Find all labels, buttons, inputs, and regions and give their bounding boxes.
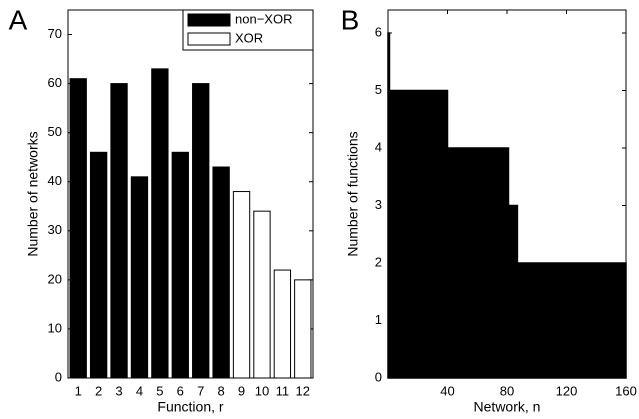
y-tick-label: 0	[375, 369, 382, 384]
step-area	[387, 32, 627, 379]
bar	[253, 210, 271, 379]
x-tick-label: 3	[115, 383, 122, 398]
x-tick-label: 80	[500, 383, 514, 398]
y-tick-label: 40	[48, 173, 62, 188]
y-tick-label: 0	[55, 369, 62, 384]
bar	[171, 151, 189, 379]
x-tick-label: 6	[177, 383, 184, 398]
x-tick-label: 120	[556, 383, 578, 398]
plot-frame	[387, 9, 627, 379]
bar	[89, 151, 108, 379]
bar	[151, 68, 169, 379]
y-tick-label: 5	[375, 82, 382, 97]
bar	[273, 269, 292, 379]
x-tick-label: 40	[440, 383, 454, 398]
bar	[110, 83, 128, 379]
x-tick-label: 2	[95, 383, 102, 398]
bar	[212, 166, 230, 379]
bar	[294, 279, 312, 379]
bar	[69, 78, 87, 379]
bar	[130, 176, 149, 379]
x-tick-label: 5	[156, 383, 163, 398]
plot-frame	[67, 9, 314, 379]
y-tick-label: 20	[48, 271, 62, 286]
y-tick-label: 50	[48, 124, 62, 139]
y-tick-label: 2	[375, 254, 382, 269]
y-tick-label: 70	[48, 26, 62, 41]
y-axis-title: Number of networks	[25, 131, 41, 256]
x-axis-title: Network, n	[474, 399, 541, 415]
y-tick-label: 30	[48, 222, 62, 237]
y-tick-label: 1	[375, 312, 382, 327]
x-tick-label: 12	[296, 383, 310, 398]
bar	[192, 83, 210, 379]
x-tick-label: 11	[276, 383, 290, 398]
x-axis-title: Function, r	[157, 399, 223, 415]
x-tick-label: 7	[197, 383, 204, 398]
panel-label: B	[341, 4, 360, 35]
panel-label: A	[9, 4, 28, 35]
x-tick-label: 160	[615, 383, 637, 398]
y-tick-label: 6	[375, 24, 382, 39]
x-tick-label: 4	[136, 383, 143, 398]
y-tick-label: 60	[48, 75, 62, 90]
legend-label: non−XOR	[235, 11, 292, 26]
y-tick-label: 4	[375, 139, 382, 154]
legend-label: XOR	[235, 30, 263, 45]
legend-swatch	[187, 32, 231, 46]
y-tick-label: 10	[48, 320, 62, 335]
x-tick-label: 8	[218, 383, 225, 398]
x-tick-label: 1	[75, 383, 82, 398]
x-tick-label: 10	[255, 383, 269, 398]
y-tick-label: 3	[375, 197, 382, 212]
legend-swatch	[187, 13, 231, 27]
x-tick-label: 9	[238, 383, 245, 398]
y-axis-title: Number of functions	[345, 131, 361, 256]
bar	[232, 191, 251, 379]
